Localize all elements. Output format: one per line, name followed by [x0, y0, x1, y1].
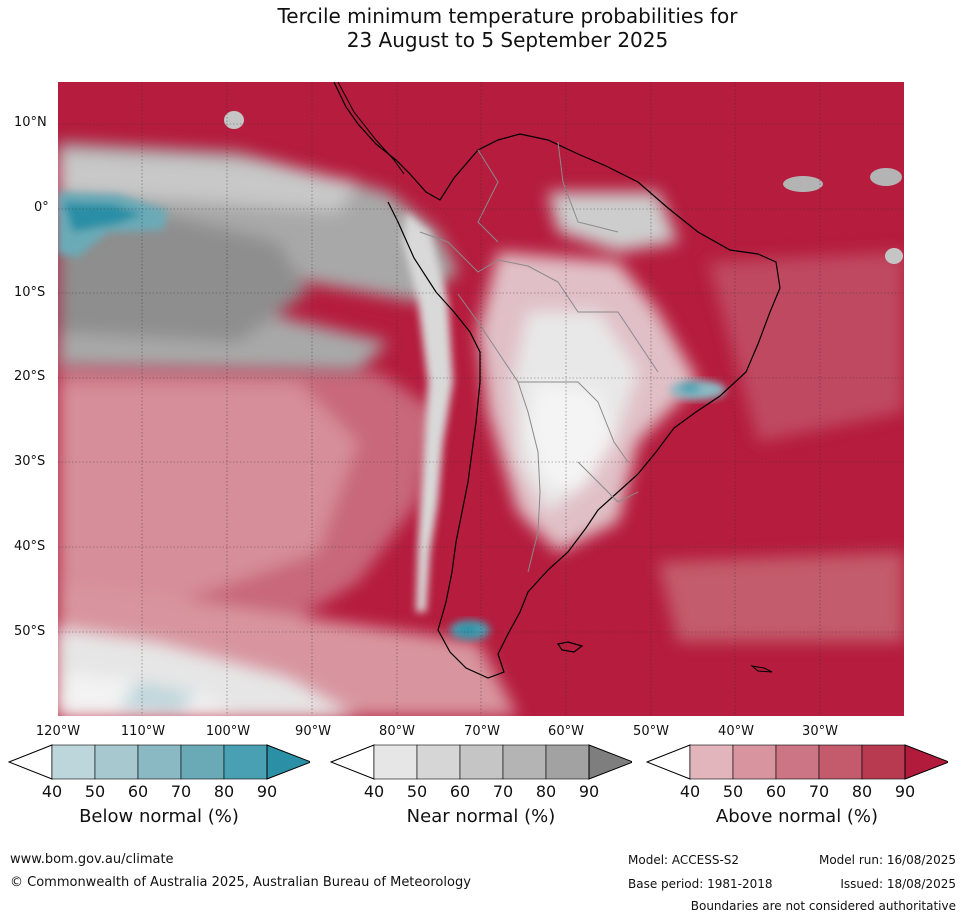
colorbar-tick-label: 60 [765, 782, 787, 801]
below-normal-title: Below normal (%) [79, 806, 239, 827]
colorbar-under-triangle [8, 744, 53, 780]
colorbar-tick-label: 40 [363, 782, 385, 801]
colorbar-segment [775, 744, 820, 780]
model-name: Model: ACCESS-S2 [628, 853, 740, 867]
colorbar-segment [732, 744, 777, 780]
title-line-1: Tercile minimum temperature probabilitie… [277, 4, 738, 28]
title-line-2: 23 August to 5 September 2025 [346, 28, 669, 52]
colorbar-segment [94, 744, 139, 780]
colorbar-tick-label: 90 [578, 782, 600, 801]
lon-label-80w: 80°W [379, 724, 415, 739]
copyright: © Commonwealth of Australia 2025, Austra… [10, 875, 471, 890]
colorbar-tick-label: 40 [679, 782, 701, 801]
below-normal-region [58, 192, 168, 257]
lon-label-110w: 110°W [120, 724, 166, 739]
graticule [58, 82, 904, 716]
lat-label-10s: 10°S [14, 285, 46, 300]
lat-label-10n: 10°N [14, 115, 47, 130]
model-run: Model run: 16/08/2025 [818, 853, 956, 867]
colorbar-tick-label: 70 [492, 782, 514, 801]
south-america-coastline [333, 82, 781, 679]
colorbar-segment [137, 744, 182, 780]
lat-label-50s: 50°S [14, 624, 46, 639]
colorbar-tick-label: 50 [84, 782, 106, 801]
colorbar-tick-label: 60 [127, 782, 149, 801]
issued-date: Issued: 18/08/2025 [840, 877, 956, 891]
colorbar-segment [545, 744, 590, 780]
colorbar-segment [180, 744, 225, 780]
lon-label-120w: 120°W [35, 724, 81, 739]
base-period: Base period: 1981-2018 [628, 877, 773, 891]
near-normal-region [58, 142, 458, 372]
colorbar-segment [223, 744, 268, 780]
colorbar-segment [416, 744, 461, 780]
colorbar-over-triangle [266, 744, 310, 780]
colorbar-tick-label: 80 [213, 782, 235, 801]
above-normal-title: Above normal (%) [715, 806, 879, 827]
colorbar-segment [459, 744, 504, 780]
colorbar-tick-label: 80 [535, 782, 557, 801]
lat-label-20s: 20°S [14, 369, 46, 384]
chart-title: Tercile minimum temperature probabilitie… [0, 4, 965, 52]
lat-label-0: 0° [34, 200, 49, 215]
near-normal-colorbar [330, 744, 632, 780]
lon-label-100w: 100°W [205, 724, 251, 739]
colorbar-tick-label: 80 [851, 782, 873, 801]
colorbar-segment [502, 744, 547, 780]
lon-label-50w: 50°W [633, 724, 669, 739]
colorbar-tick-label: 70 [170, 782, 192, 801]
colorbar-segment [861, 744, 906, 780]
colorbar-segment [373, 744, 418, 780]
colorbar-tick-label: 50 [722, 782, 744, 801]
colorbar-under-triangle [646, 744, 691, 780]
lat-label-40s: 40°S [14, 539, 46, 554]
lon-label-90w: 90°W [295, 724, 331, 739]
lon-label-60w: 60°W [548, 724, 584, 739]
lon-label-70w: 70°W [464, 724, 500, 739]
colorbar-segment [689, 744, 734, 780]
colorbar-over-triangle [588, 744, 632, 780]
above-normal-colorbar [646, 744, 948, 780]
colorbar-tick-label: 90 [894, 782, 916, 801]
lon-label-40w: 40°W [718, 724, 754, 739]
colorbar-segment [51, 744, 96, 780]
near-normal-title: Near normal (%) [406, 806, 556, 827]
colorbar-under-triangle [330, 744, 375, 780]
website-link[interactable]: www.bom.gov.au/climate [10, 852, 174, 867]
colorbar-tick-label: 90 [256, 782, 278, 801]
colorbar-segment [818, 744, 863, 780]
boundaries-disclaimer: Boundaries are not considered authoritat… [690, 899, 956, 913]
lat-label-30s: 30°S [14, 454, 46, 469]
lon-label-30w: 30°W [802, 724, 838, 739]
country-borders [419, 141, 659, 573]
colorbar-tick-label: 40 [41, 782, 63, 801]
probability-map [58, 82, 904, 716]
colorbar-tick-label: 60 [449, 782, 471, 801]
colorbar-tick-label: 50 [406, 782, 428, 801]
colorbar-over-triangle [904, 744, 948, 780]
below-normal-colorbar [8, 744, 310, 780]
colorbar-tick-label: 70 [808, 782, 830, 801]
